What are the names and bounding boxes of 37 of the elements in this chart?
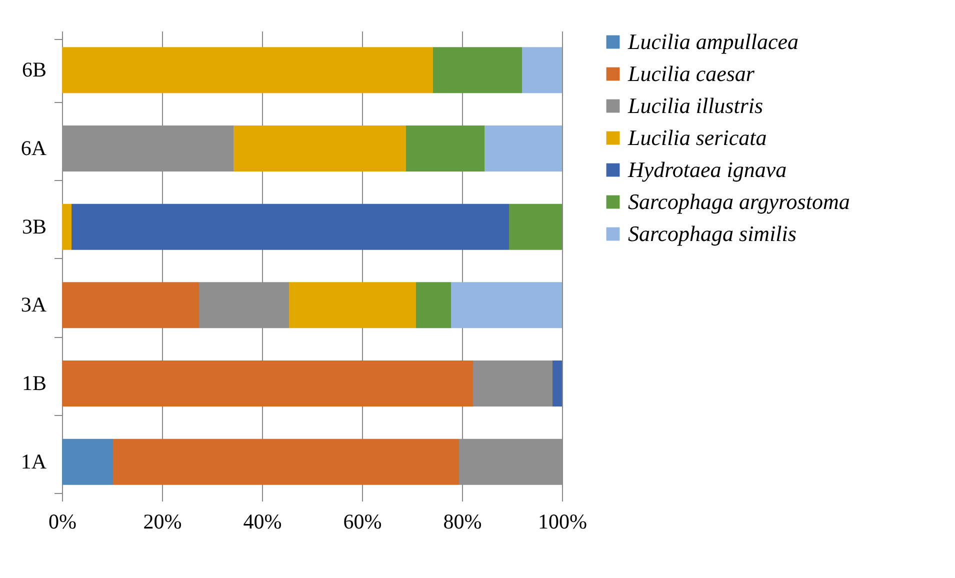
x-tick-label: 0% xyxy=(48,510,76,534)
bar xyxy=(62,47,433,94)
bar xyxy=(113,438,459,485)
bar xyxy=(484,126,562,172)
legend-label: Sarcophaga argyrostoma xyxy=(628,189,850,214)
y-tick-label: 1B xyxy=(22,371,46,395)
x-tick-label: 60% xyxy=(343,510,382,534)
bar xyxy=(509,204,562,250)
bar xyxy=(62,438,113,485)
legend-label: Lucilia sericata xyxy=(627,125,767,150)
bar xyxy=(552,360,562,406)
bar xyxy=(62,360,473,406)
legend-label: Sarcophaga similis xyxy=(628,221,796,246)
bar xyxy=(62,282,199,328)
x-tick-label: 100% xyxy=(538,510,587,534)
x-tick-label: 80% xyxy=(443,510,482,534)
bar xyxy=(406,126,484,172)
bar xyxy=(451,282,562,328)
y-tick-label: 6B xyxy=(22,58,46,82)
y-tick-label: 6A xyxy=(20,136,48,160)
y-tick-label: 3B xyxy=(22,214,46,238)
bar xyxy=(289,282,416,328)
legend-label: Hydrotaea ignava xyxy=(627,157,787,182)
legend-label: Lucilia illustris xyxy=(627,93,764,118)
bar xyxy=(62,204,72,250)
bar xyxy=(522,47,562,94)
x-tick-label: 40% xyxy=(243,510,282,534)
bar xyxy=(416,282,451,328)
y-tick-label: 3A xyxy=(20,292,48,317)
y-tick-label: 1A xyxy=(20,449,48,474)
bar xyxy=(473,360,552,406)
bar xyxy=(433,47,522,94)
bar xyxy=(72,204,509,250)
legend-label: Lucilia caesar xyxy=(627,61,755,86)
x-tick-label: 20% xyxy=(143,510,182,534)
bar xyxy=(234,126,406,172)
legend-label: Lucilia ampullacea xyxy=(627,29,798,54)
